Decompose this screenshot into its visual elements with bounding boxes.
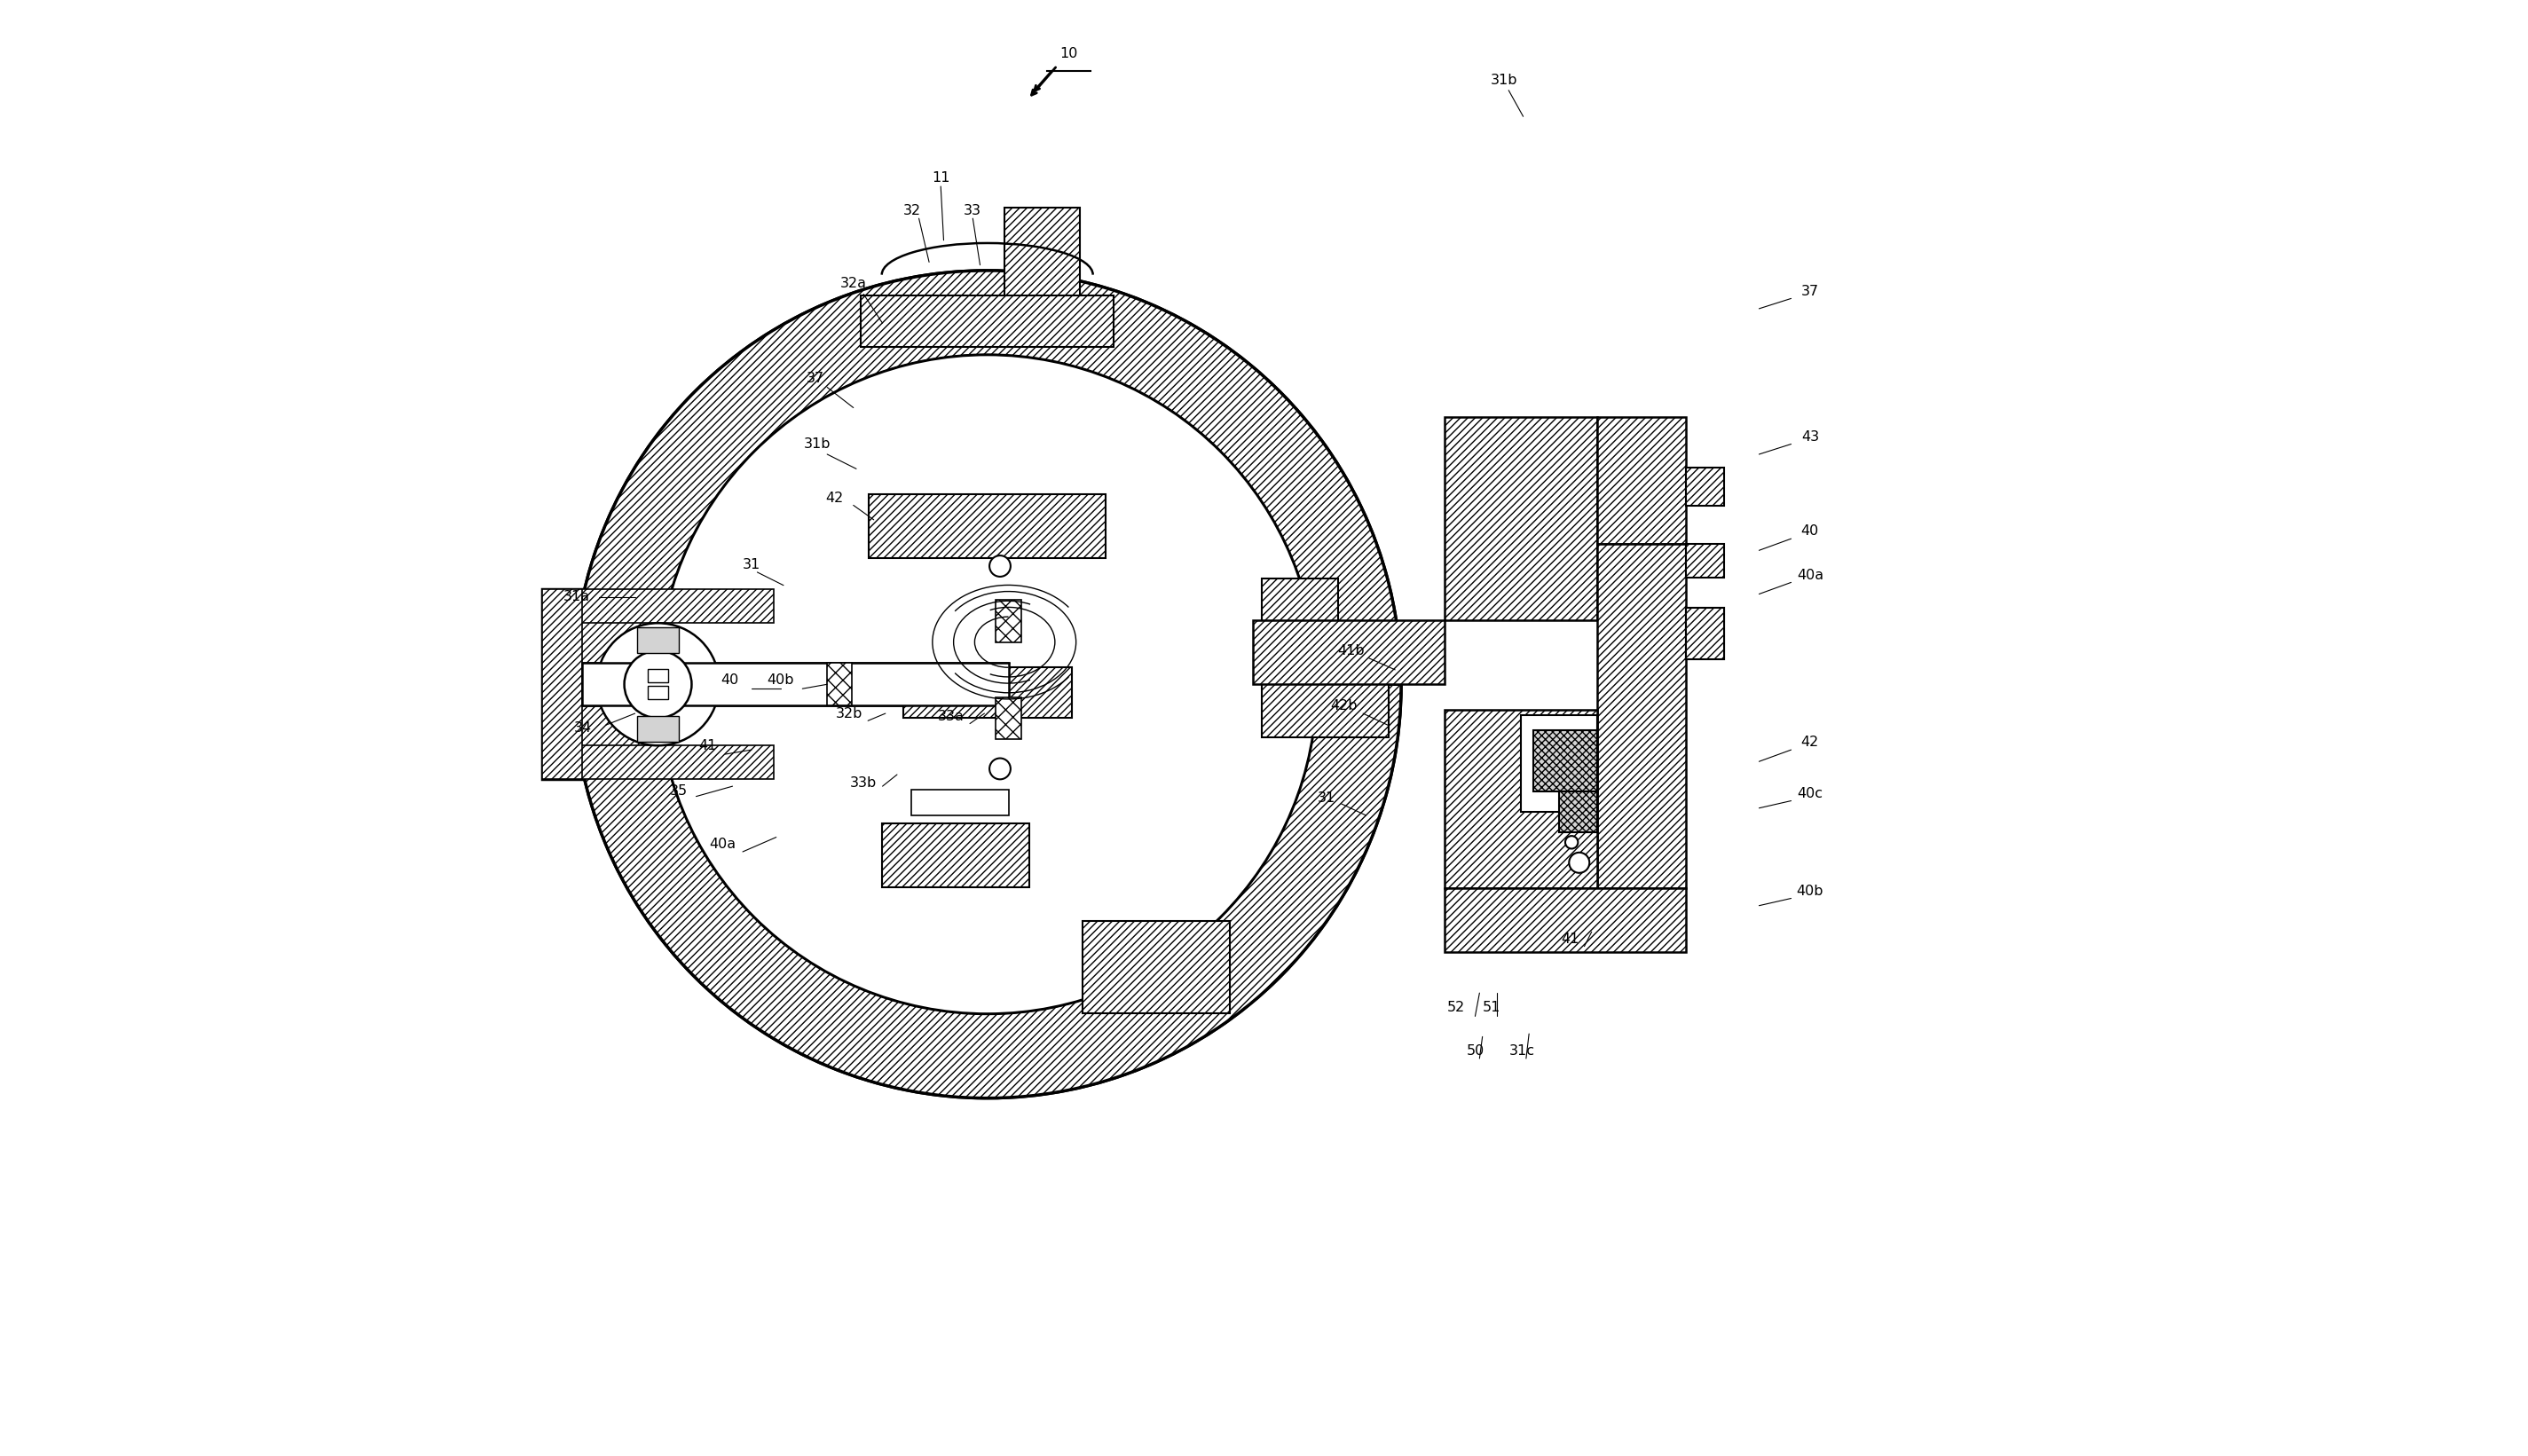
Polygon shape: [870, 495, 1105, 558]
Circle shape: [624, 651, 693, 718]
Polygon shape: [882, 824, 1029, 887]
Polygon shape: [1261, 632, 1388, 737]
Polygon shape: [902, 667, 1072, 718]
Text: 41: 41: [1560, 932, 1580, 946]
Text: 31b: 31b: [1492, 73, 1517, 87]
Polygon shape: [996, 600, 1021, 642]
Text: 37: 37: [1800, 284, 1820, 298]
Text: 42b: 42b: [1330, 699, 1358, 713]
Text: 40a: 40a: [708, 837, 736, 852]
Text: 32a: 32a: [839, 277, 867, 291]
Polygon shape: [1004, 207, 1079, 325]
Circle shape: [657, 355, 1317, 1013]
Circle shape: [597, 623, 718, 745]
Polygon shape: [541, 590, 581, 779]
Text: 50: 50: [1466, 1044, 1484, 1059]
Polygon shape: [1598, 545, 1686, 888]
Text: 33a: 33a: [938, 709, 963, 724]
Text: 10: 10: [1059, 47, 1077, 61]
Text: 51: 51: [1481, 1000, 1499, 1015]
Bar: [647, 686, 667, 699]
Circle shape: [1565, 836, 1577, 849]
Text: 33: 33: [963, 204, 981, 218]
Polygon shape: [541, 590, 774, 623]
Polygon shape: [541, 745, 774, 779]
Text: 31: 31: [1317, 791, 1335, 805]
Text: 43: 43: [1800, 430, 1820, 444]
Bar: [637, 716, 680, 741]
Text: 37: 37: [806, 371, 824, 386]
Text: 41: 41: [698, 738, 718, 753]
Text: 42: 42: [827, 491, 844, 505]
Text: 40b: 40b: [766, 673, 794, 687]
Text: 40: 40: [1800, 524, 1820, 539]
Polygon shape: [574, 271, 1401, 1098]
Polygon shape: [1443, 709, 1598, 888]
Polygon shape: [1261, 578, 1337, 632]
Text: 42: 42: [1800, 735, 1820, 750]
Text: 40c: 40c: [1797, 786, 1823, 801]
Bar: [637, 628, 680, 652]
Text: 34: 34: [574, 721, 592, 735]
Text: 32b: 32b: [837, 706, 862, 721]
Polygon shape: [1534, 729, 1598, 792]
Text: 40: 40: [720, 673, 738, 687]
Polygon shape: [1560, 792, 1598, 831]
Bar: [647, 670, 667, 683]
Polygon shape: [1686, 609, 1724, 658]
Bar: [541, 590, 774, 779]
Polygon shape: [1686, 545, 1724, 577]
Polygon shape: [910, 789, 1009, 815]
Text: 41b: 41b: [1337, 644, 1365, 658]
Polygon shape: [1686, 467, 1724, 505]
Text: 31: 31: [743, 558, 761, 572]
Text: 33b: 33b: [849, 776, 877, 791]
Text: 31a: 31a: [564, 590, 589, 604]
Polygon shape: [1443, 416, 1598, 620]
Text: 31c: 31c: [1509, 1044, 1534, 1059]
Polygon shape: [1443, 888, 1686, 952]
Polygon shape: [1082, 920, 1231, 1013]
Polygon shape: [1598, 416, 1686, 545]
Circle shape: [988, 556, 1011, 577]
Polygon shape: [860, 296, 1115, 347]
Polygon shape: [827, 664, 852, 705]
Polygon shape: [1254, 620, 1443, 684]
Text: 40b: 40b: [1797, 884, 1823, 898]
Polygon shape: [1522, 715, 1598, 811]
Text: 31b: 31b: [804, 437, 832, 451]
Circle shape: [988, 759, 1011, 779]
Circle shape: [1570, 852, 1590, 872]
Text: 52: 52: [1446, 1000, 1466, 1015]
Polygon shape: [1686, 609, 1724, 658]
Polygon shape: [996, 697, 1021, 740]
Text: 32: 32: [902, 204, 920, 218]
Text: 11: 11: [933, 170, 951, 185]
Text: 35: 35: [670, 783, 688, 798]
Text: 40a: 40a: [1797, 568, 1823, 582]
Bar: [581, 662, 1009, 705]
Circle shape: [574, 271, 1401, 1098]
